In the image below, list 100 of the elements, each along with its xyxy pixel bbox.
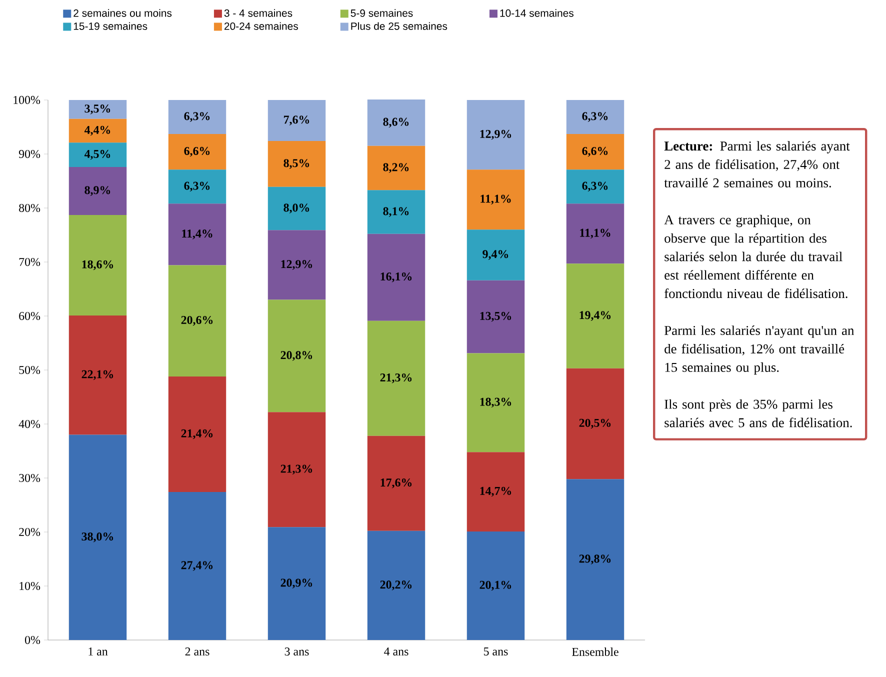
x-tick-label: 2 ans [185, 648, 210, 656]
data-label: 18,3% [480, 398, 512, 408]
bar [168, 204, 226, 266]
y-tick-label: 30% [19, 474, 40, 482]
legend-label: 3 - 4 semaines [224, 9, 292, 17]
y-tick-label: 0% [24, 636, 40, 644]
bar [466, 280, 525, 354]
data-label: 6,6% [582, 146, 608, 157]
text: Ils sont près de 35% parmi les salariés avec 5 ans de fidélisation. [664, 399, 852, 428]
bar [566, 100, 624, 134]
bar [268, 186, 326, 230]
bar [466, 170, 525, 230]
text: Parmi les salariés n'ayant qu'un an de fidélisation, 12% ont travaillé 15 semaines ou plus. [664, 326, 854, 375]
bar [566, 134, 624, 170]
data-label: 27,4% [181, 561, 213, 571]
data-label: 20,1% [480, 580, 512, 591]
bar [367, 530, 426, 640]
bar [168, 492, 226, 640]
data-label: 8,2% [383, 163, 409, 173]
legend-label: 20-24 semaines [224, 22, 298, 30]
data-label: 29,8% [579, 554, 611, 564]
legend-label: 15-19 semaines [74, 22, 148, 30]
bar [367, 234, 426, 321]
data-label: 11,1% [480, 194, 511, 205]
y-tick-label: 60% [19, 312, 40, 320]
bar [367, 190, 426, 234]
data-label: 4,4% [84, 126, 110, 136]
bar [566, 264, 624, 368]
bar [268, 230, 326, 300]
bar [466, 100, 525, 170]
legend-label: 5-9 semaines [350, 9, 413, 17]
bar [68, 315, 127, 435]
y-tick-label: 40% [18, 420, 40, 428]
bar [168, 100, 226, 134]
bar [168, 170, 226, 204]
data-label: 12,9% [281, 260, 312, 270]
y-tick-label: 50% [19, 366, 40, 374]
data-label: 3,5% [84, 104, 110, 114]
bar [168, 134, 226, 170]
data-label: 20,6% [181, 316, 213, 326]
data-label: 19,4% [580, 311, 611, 321]
y-tick-label: 10% [20, 582, 40, 590]
bar [466, 353, 525, 452]
x-tick-label: 1 an [88, 648, 108, 656]
data-label: 11,1% [580, 228, 610, 239]
data-label: 8,9% [84, 186, 110, 196]
data-label: 20,2% [380, 580, 412, 590]
data-label: 22,1% [82, 370, 114, 380]
bar [466, 452, 525, 532]
bar [566, 368, 624, 480]
bar [566, 204, 624, 264]
y-tick-label: 80% [19, 204, 40, 212]
data-label: 6,6% [184, 146, 210, 157]
data-label: 18,6% [82, 260, 114, 270]
data-label: 9,4% [482, 250, 508, 260]
bar [566, 479, 624, 640]
legend-label: 10-14 semaines [500, 9, 574, 17]
data-label: 13,5% [480, 312, 512, 322]
data-label: 8,6% [383, 118, 409, 128]
data-label: 11,4% [182, 230, 212, 240]
bar [367, 436, 426, 531]
bar [68, 100, 127, 119]
data-label: 14,7% [480, 486, 512, 497]
bar [68, 215, 127, 316]
data-label: 6,3% [184, 112, 210, 122]
x-tick-label: 4 ans [384, 648, 408, 656]
x-tick-label: 3 ans [284, 648, 309, 656]
data-label: 16,1% [380, 272, 412, 282]
bar [268, 300, 326, 412]
bar [168, 265, 226, 376]
x-tick-label: Ensemble [572, 648, 618, 656]
bar [367, 320, 426, 436]
y-tick-label: 90% [18, 150, 40, 158]
data-label: 6,3% [184, 182, 210, 192]
data-label: 20,9% [280, 578, 312, 588]
text: Lecture: Parmi les salariés ayant 2 ans de fidélisation, 27,4% ont travaillé 2 semaines ou moins. [664, 141, 850, 188]
data-label: 20,5% [579, 418, 611, 429]
data-label: 21,3% [380, 373, 412, 384]
data-label: 38,0% [82, 532, 114, 542]
bar [367, 146, 426, 190]
data-label: 17,6% [380, 478, 412, 488]
data-label: 21,4% [181, 429, 213, 440]
bar [466, 230, 525, 280]
data-label: 12,9% [480, 130, 512, 140]
data-label: 4,5% [84, 150, 110, 160]
y-tick-label: 20% [19, 528, 40, 536]
y-tick-label: 70% [19, 258, 40, 266]
legend-label: Plus de 25 semaines [351, 22, 448, 30]
bar [367, 99, 426, 146]
bar [68, 434, 127, 640]
bar [268, 412, 326, 528]
bar [68, 166, 127, 216]
bar [268, 527, 326, 640]
text: A travers ce graphique, on observe que la répartition des salariés selon la durée du travail est réellement différente en fonctiondu niveau de fidélisation. [664, 214, 848, 298]
data-label: 20,8% [280, 351, 312, 361]
bar [268, 100, 326, 142]
bar [68, 142, 127, 167]
x-tick-label: 5 ans [484, 648, 508, 656]
bar [168, 376, 226, 492]
data-label: 21,3% [280, 464, 312, 475]
